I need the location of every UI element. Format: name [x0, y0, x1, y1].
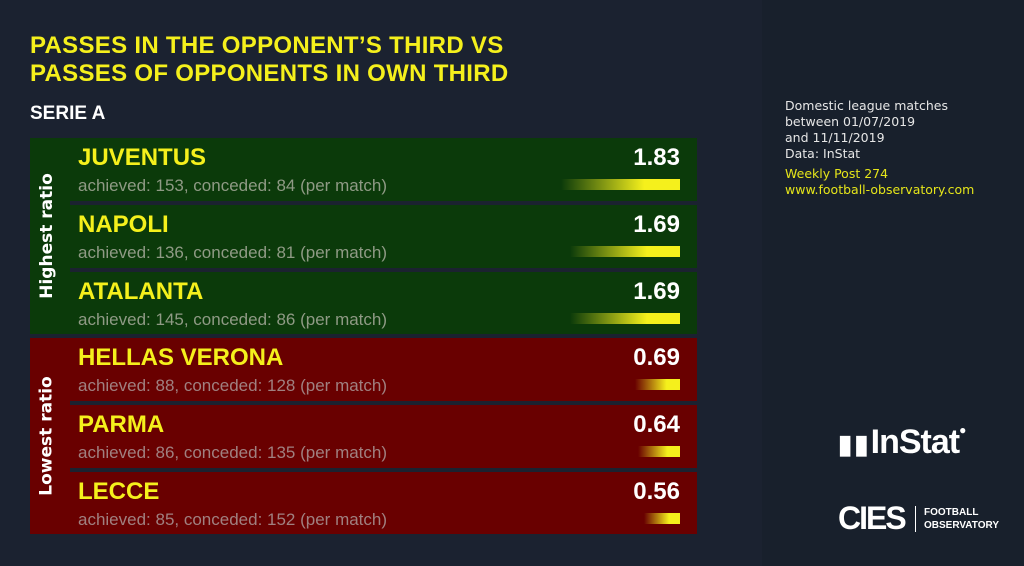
divider: [70, 401, 697, 405]
group-label: Highest ratio: [30, 138, 64, 334]
team-name: PARMA: [78, 411, 165, 438]
team-detail: achieved: 145, conceded: 86 (per match): [78, 310, 388, 329]
instat-logo-text: InStat: [870, 423, 960, 461]
team-ratio: 1.69: [633, 278, 680, 305]
divider: [70, 468, 697, 472]
group-lowest: Lowest ratio HELLAS VERONA achieved: 88, …: [30, 338, 697, 534]
team-ratio: 0.56: [633, 478, 680, 505]
ratio-bar: [643, 513, 680, 524]
team-ratio: 1.83: [633, 144, 680, 171]
cies-logo: CIES: [838, 500, 907, 536]
team-row: JUVENTUS achieved: 153, conceded: 84 (per…: [70, 138, 697, 200]
team-ratio: 0.69: [633, 344, 680, 371]
team-name: JUVENTUS: [78, 144, 207, 171]
group-label: Lowest ratio: [30, 338, 64, 534]
info-line: Data: InStat: [785, 146, 861, 161]
team-row: HELLAS VERONA achieved: 88, conceded: 128…: [70, 338, 697, 400]
subtitle: SERIE A: [30, 103, 106, 124]
group-label-text: Highest ratio: [37, 173, 58, 299]
ratio-bar: [570, 246, 680, 257]
team-ratio: 1.69: [633, 211, 680, 238]
group-highest: Highest ratio JUVENTUS achieved: 153, con…: [30, 138, 697, 334]
ratio-bar: [570, 313, 680, 324]
title-line: PASSES OF OPPONENTS IN OWN THIRD: [30, 60, 509, 87]
group-label-text: Lowest ratio: [37, 376, 57, 496]
logo-line: OBSERVATORY: [924, 520, 1000, 531]
team-name: ATALANTA: [78, 278, 204, 305]
team-detail: achieved: 153, conceded: 84 (per match): [78, 176, 388, 195]
ratio-bar: [635, 379, 680, 390]
team-detail: achieved: 88, conceded: 128 (per match): [78, 376, 388, 395]
logo-line: FOOTBALL: [924, 507, 979, 518]
info-line: and 11/11/2019: [785, 130, 885, 145]
team-ratio: 0.64: [633, 411, 680, 438]
side-panel: [762, 0, 1024, 566]
team-row: ATALANTA achieved: 145, conceded: 86 (per…: [70, 272, 697, 334]
info-block: Domestic league matches between 01/07/20…: [785, 98, 974, 198]
football-observatory-logo: FOOTBALL OBSERVATORY: [915, 506, 999, 532]
team-detail: achieved: 86, conceded: 135 (per match): [78, 443, 388, 462]
weekly-post: Weekly Post 274: [785, 166, 889, 181]
team-name: HELLAS VERONA: [78, 344, 284, 371]
team-row: NAPOLI achieved: 136, conceded: 81 (per m…: [70, 205, 697, 267]
info-line: between 01/07/2019: [785, 114, 916, 129]
page-title: PASSES IN THE OPPONENT’S THIRD VS PASSES …: [30, 32, 509, 88]
title-line: PASSES IN THE OPPONENT’S THIRD VS: [30, 32, 504, 59]
team-row: LECCE achieved: 85, conceded: 152 (per ma…: [70, 472, 697, 534]
team-detail: achieved: 85, conceded: 152 (per match): [78, 510, 388, 529]
divider: [70, 201, 697, 205]
instat-logo: ▮▮InStat●: [838, 423, 966, 461]
ratio-bar: [561, 179, 680, 190]
team-row: PARMA achieved: 86, conceded: 135 (per ma…: [70, 405, 697, 467]
team-name: NAPOLI: [78, 211, 169, 238]
team-name: LECCE: [78, 478, 160, 505]
team-detail: achieved: 136, conceded: 81 (per match): [78, 243, 388, 262]
ratio-bar: [638, 446, 680, 457]
info-line: Domestic league matches: [785, 98, 948, 113]
website-link[interactable]: www.football-observatory.com: [785, 182, 975, 197]
divider: [70, 268, 697, 272]
